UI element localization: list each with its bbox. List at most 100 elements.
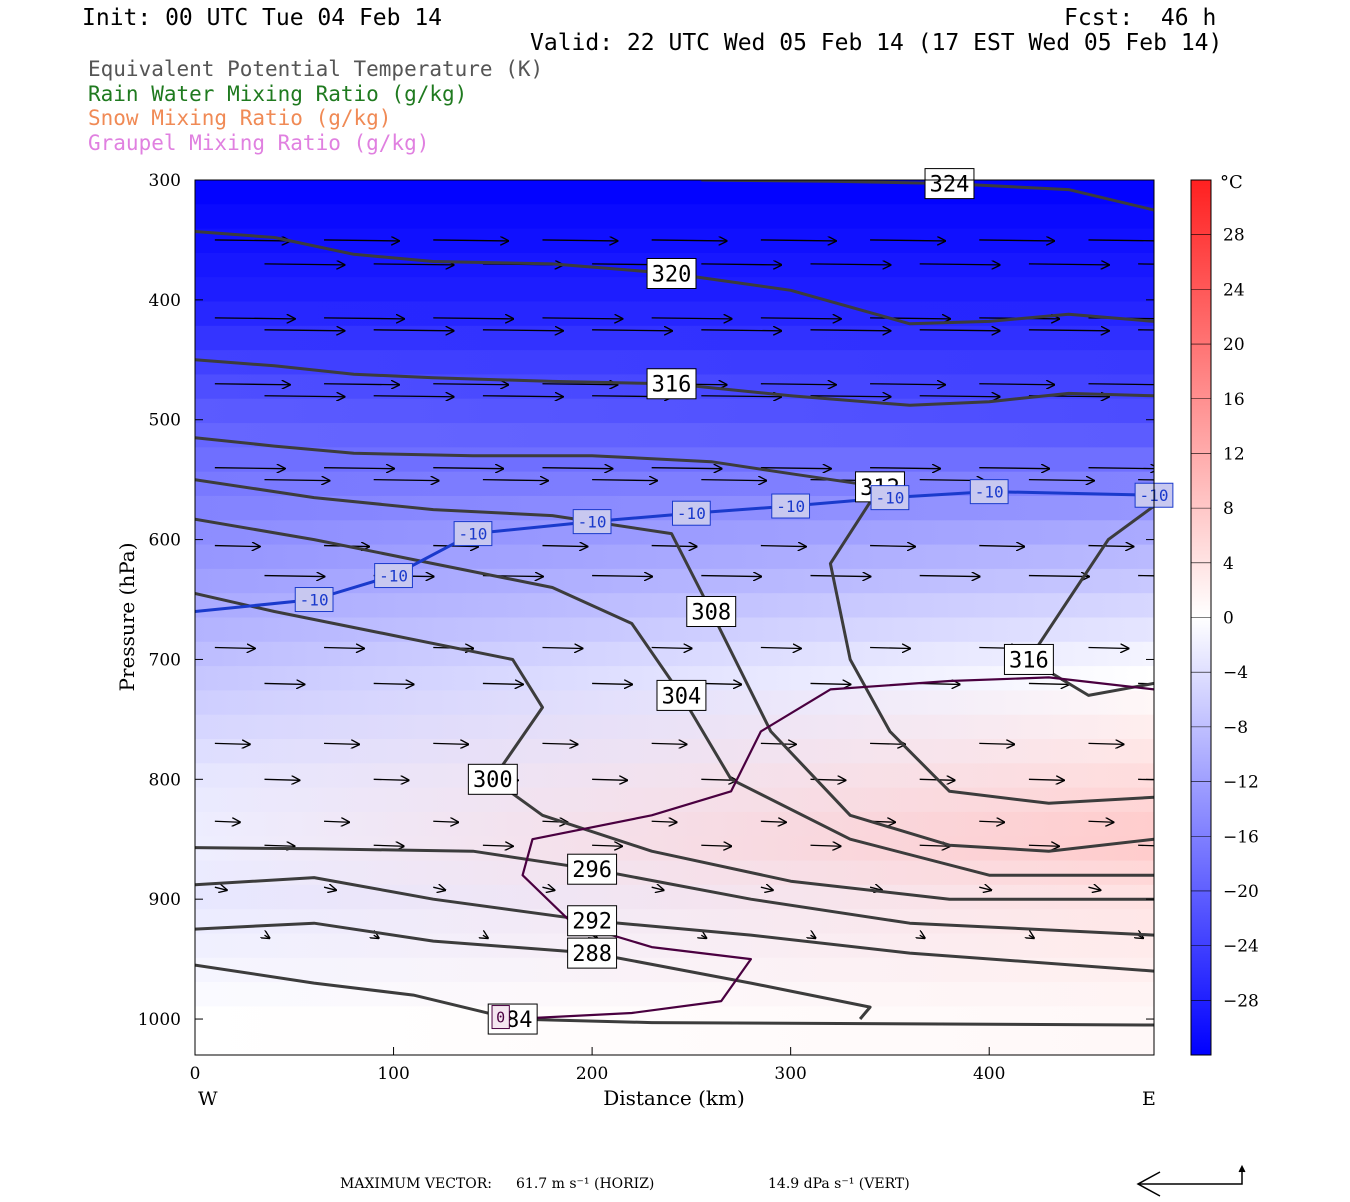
temperature-band [195, 714, 1154, 741]
colorbar-tick-label: −16 [1223, 827, 1259, 847]
contour-label: 320 [652, 262, 692, 287]
wind-vector [701, 264, 781, 265]
wind-vector [542, 384, 617, 385]
max-vector-label: MAXIMUM VECTOR: [340, 1176, 492, 1192]
wind-vector [214, 743, 250, 744]
wind-vector [760, 647, 801, 648]
temperature-band [195, 884, 1154, 911]
temperature-band [195, 423, 1154, 449]
contour-label: -10 [875, 488, 904, 507]
wind-vector [979, 887, 991, 890]
wind-vector [1028, 576, 1089, 577]
wind-vector [264, 935, 269, 938]
wind-vector [979, 743, 1014, 744]
temperature-band [195, 325, 1154, 352]
contour-label-box [453, 521, 493, 547]
wind-vector [542, 647, 582, 648]
wind-vector [214, 546, 260, 547]
temperature-band [195, 228, 1154, 254]
contour-label-box [491, 1005, 510, 1030]
contour-label-box [656, 679, 707, 711]
y-tick-label: 900 [149, 890, 181, 910]
wind-vector [701, 330, 781, 331]
wind-vector [919, 330, 1000, 331]
legend-snow: Snow Mixing Ratio (g/kg) [88, 106, 392, 130]
wind-vector [1088, 647, 1128, 648]
contour-label-box [374, 563, 413, 589]
contour-label-box [567, 905, 618, 937]
wind-vector [810, 683, 851, 684]
wind-vector [1028, 480, 1094, 481]
contour-label-box [467, 763, 518, 795]
wind-vector [870, 743, 905, 744]
contour-label-box [646, 257, 697, 289]
wind-vector [1088, 743, 1123, 744]
wind-vector [1028, 683, 1069, 684]
x-end-label-east: E [1142, 1088, 1156, 1110]
temperature-band [195, 982, 1154, 1008]
wind-vector [214, 384, 290, 385]
colorbar: 28 24 20 16 12 8 4 0 −4 −8 −12 −16 −20 −24 −28 [1190, 179, 1259, 1056]
temperature-band [195, 739, 1154, 765]
wind-vector [264, 330, 344, 331]
y-tick-label: 700 [149, 650, 181, 670]
wind-vector [810, 396, 891, 397]
wind-vector [651, 647, 692, 648]
wind-vector [592, 576, 652, 577]
wind-vector [701, 935, 706, 938]
wind-vector [811, 935, 816, 938]
wind-vector [919, 396, 1000, 397]
wind-vector [264, 396, 344, 397]
temperature-band [195, 1030, 1154, 1055]
contour-label-box [567, 937, 618, 969]
contour-label: -10 [459, 524, 488, 543]
colorbar-tick-label: 24 [1223, 280, 1245, 300]
temperature-band [195, 398, 1154, 425]
wind-vector [869, 887, 882, 890]
wind-vector [323, 887, 336, 890]
temperature-field [195, 180, 1154, 1055]
wind-vector [324, 468, 394, 469]
wind-vector [324, 240, 399, 241]
wind-vector [979, 384, 1054, 385]
wind-vector [1029, 935, 1034, 938]
plot-frame [194, 179, 1155, 1056]
wind-vector [810, 330, 891, 331]
contour-label: 288 [572, 942, 612, 967]
wind-vector [482, 845, 513, 846]
y-tick-label: 600 [149, 531, 181, 551]
wind-vector [651, 821, 677, 822]
x-tick-label: 200 [576, 1064, 608, 1084]
colorbar-tick-label: 12 [1223, 444, 1245, 464]
colorbar-tick-label: −12 [1223, 773, 1259, 793]
wind-vector [919, 264, 1000, 265]
wind-vector [373, 396, 454, 397]
theta-e-contour [1027, 504, 1154, 697]
contour-label: -10 [975, 482, 1004, 501]
wind-vector [264, 779, 299, 780]
theta-e-contour [195, 436, 1154, 805]
y-tick-label: 300 [149, 171, 181, 191]
legend-rain: Rain Water Mixing Ratio (g/kg) [88, 82, 468, 106]
wind-vector [214, 318, 295, 319]
wind-vector [1138, 844, 1154, 847]
wind-vector [214, 468, 285, 469]
contour-label: 292 [572, 910, 612, 935]
contour-label: 316 [652, 373, 692, 398]
y-tick-label: 800 [149, 770, 181, 790]
wind-vector [701, 683, 741, 684]
wind-vector [870, 318, 950, 319]
temperature-contour [195, 490, 1154, 613]
contour-label-box [294, 587, 334, 613]
wind-vector [324, 743, 359, 744]
valid-time: Valid: 22 UTC Wed 05 Feb 14 (17 EST Wed … [530, 30, 1223, 56]
temperature-band [195, 933, 1154, 959]
forecast-hour: Fcst: 46 h [1064, 5, 1217, 31]
wind-vector [592, 845, 622, 846]
wind-vector [760, 318, 841, 319]
contour-label-box [572, 509, 612, 535]
contour-label-box [1003, 643, 1054, 675]
wind-vector [373, 845, 404, 846]
wind-vector [482, 480, 548, 481]
